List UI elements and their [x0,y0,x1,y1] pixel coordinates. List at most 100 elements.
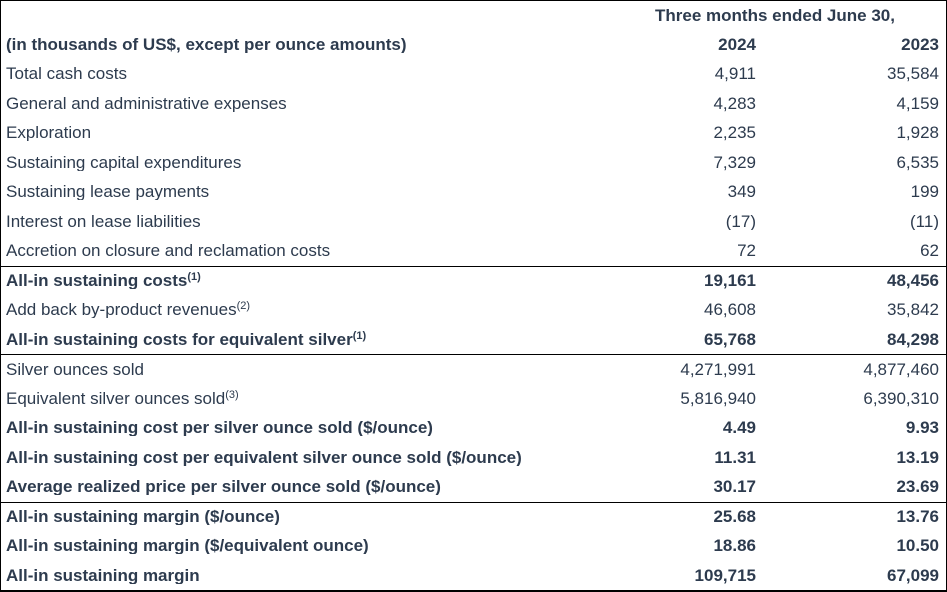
row-label: All-in sustaining costs for equivalent s… [1,331,556,348]
row-label: Sustaining lease payments [1,183,556,200]
value-2024: 72 [737,242,756,260]
row-label: All-in sustaining margin [1,567,556,584]
value-2024: 4.49 [722,419,756,437]
row-label: All-in sustaining margin ($/ounce) [1,508,556,525]
table-row-sustaining-capital-expenditures: Sustaining capital expenditures 7,329 6,… [1,148,946,178]
table-row-accretion-closure-reclamation: Accretion on closure and reclamation cos… [1,236,946,266]
table-row-average-realized-price: Average realized price per silver ounce … [1,472,946,502]
table-row-interest-on-lease-liabilities: Interest on lease liabilities (17) (11) [1,207,946,237]
row-label-text: Total cash costs [6,65,127,83]
table-row-all-in-sustaining-margin: All-in sustaining margin 109,715 67,099 [1,561,946,591]
row-label: All-in sustaining cost per silver ounce … [1,419,556,436]
value-2024: 4,911 [714,65,756,83]
table-row-total-cash-costs: Total cash costs 4,911 35,584 [1,59,946,89]
value-2024: 25.68 [713,508,756,526]
value-2023: 35,584 [887,65,939,83]
value-2023: 67,099 [887,566,939,584]
row-label-text: All-in sustaining costs for equivalent s… [6,330,353,348]
table-row-exploration: Exploration 2,235 1,928 [1,118,946,148]
value-2024: 65,768 [704,330,756,348]
value-2023: 6,390,310 [863,389,939,407]
value-2024: 46,608 [704,301,756,319]
row-label-text: All-in sustaining margin [6,566,200,584]
value-2023: 13.76 [896,508,939,526]
row-label: All-in sustaining costs(1) [1,272,556,289]
value-2023: (11) [910,212,939,230]
value-2024: 11.31 [714,448,756,466]
value-2023: 199 [910,183,939,201]
value-2023: 13.19 [896,448,939,466]
footnote-ref: (3) [225,389,239,401]
row-label-text: Average realized price per silver ounce … [6,478,441,496]
footnote-ref: (1) [187,272,201,284]
value-2024: 7,329 [713,153,756,171]
row-label: Equivalent silver ounces sold(3) [1,390,556,407]
value-2023: 84,298 [887,330,939,348]
row-label-text: Accretion on closure and reclamation cos… [6,242,331,260]
column-header-row: (in thousands of US$, except per ounce a… [1,30,946,59]
period-header-row: Three months ended June 30, [1,1,946,30]
table-row-sustaining-lease-payments: Sustaining lease payments 349 199 [1,177,946,207]
value-2023: 9.93 [905,419,939,437]
value-2023: 10.50 [896,537,939,555]
value-2024: 30.17 [713,478,756,496]
table-row-margin-per-equivalent-ounce: All-in sustaining margin ($/equivalent o… [1,531,946,561]
row-label-text: All-in sustaining cost per equivalent si… [6,448,522,466]
row-label-text: Sustaining lease payments [6,183,210,201]
value-2024: 5,816,940 [680,389,756,407]
row-label-text: All-in sustaining margin ($/ounce) [6,508,280,526]
table-row-add-back-by-product-revenues: Add back by-product revenues(2) 46,608 3… [1,295,946,325]
row-label: Accretion on closure and reclamation cos… [1,242,556,259]
table-row-general-admin-expenses: General and administrative expenses 4,28… [1,89,946,119]
row-label: Average realized price per silver ounce … [1,478,556,495]
table-row-all-in-sustaining-costs: All-in sustaining costs(1) 19,161 48,456 [1,265,946,296]
row-label-text: General and administrative expenses [6,94,287,112]
value-2024: 109,715 [694,566,756,584]
value-2023: 4,877,460 [863,360,939,378]
period-header: Three months ended June 30, [655,7,895,24]
table-row-aisc-equivalent-silver: All-in sustaining costs for equivalent s… [1,325,946,355]
table-row-aisc-per-equivalent-silver-ounce: All-in sustaining cost per equivalent si… [1,443,946,473]
value-2024: 19,161 [704,272,756,290]
row-label-text: All-in sustaining margin ($/equivalent o… [6,537,369,555]
table-row-equivalent-silver-ounces-sold: Equivalent silver ounces sold(3) 5,816,9… [1,384,946,414]
row-label-text: Exploration [6,124,92,142]
row-label-text: Equivalent silver ounces sold [6,389,226,407]
row-label-text: All-in sustaining cost per silver ounce … [6,419,433,437]
value-2024: (17) [725,212,756,230]
row-label: Interest on lease liabilities [1,213,556,230]
column-header-2024: 2024 [718,36,756,53]
row-label: Total cash costs [1,65,556,82]
row-label: All-in sustaining margin ($/equivalent o… [1,537,556,554]
value-2024: 4,271,991 [680,360,756,378]
value-2024: 349 [727,183,756,201]
table-caption: (in thousands of US$, except per ounce a… [6,36,407,53]
row-label-text: Silver ounces sold [6,360,144,378]
table-row-silver-ounces-sold: Silver ounces sold 4,271,991 4,877,460 [1,354,946,384]
row-label: General and administrative expenses [1,95,556,112]
value-2023: 62 [920,242,939,260]
value-2023: 35,842 [887,301,939,319]
footnote-ref: (2) [236,301,251,313]
row-label: Exploration [1,124,556,141]
column-header-2023: 2023 [901,36,939,53]
table-row-aisc-per-silver-ounce: All-in sustaining cost per silver ounce … [1,413,946,443]
table-row-margin-per-ounce: All-in sustaining margin ($/ounce) 25.68… [1,501,946,532]
value-2023: 6,535 [896,153,939,171]
value-2024: 2,235 [713,124,756,142]
row-label: Sustaining capital expenditures [1,154,556,171]
row-label-text: Add back by-product revenues [6,301,237,319]
row-label-text: Sustaining capital expenditures [6,153,242,171]
value-2023: 1,928 [896,124,939,142]
row-label: All-in sustaining cost per equivalent si… [1,449,556,466]
value-2023: 4,159 [896,94,939,112]
value-2023: 23.69 [896,478,939,496]
value-2024: 18.86 [713,537,756,555]
row-label: Silver ounces sold [1,361,556,378]
row-label: Add back by-product revenues(2) [1,301,556,318]
value-2024: 4,283 [713,94,756,112]
row-label-text: All-in sustaining costs [6,272,188,290]
row-label-text: Interest on lease liabilities [6,212,201,230]
footnote-ref: (1) [352,330,367,342]
